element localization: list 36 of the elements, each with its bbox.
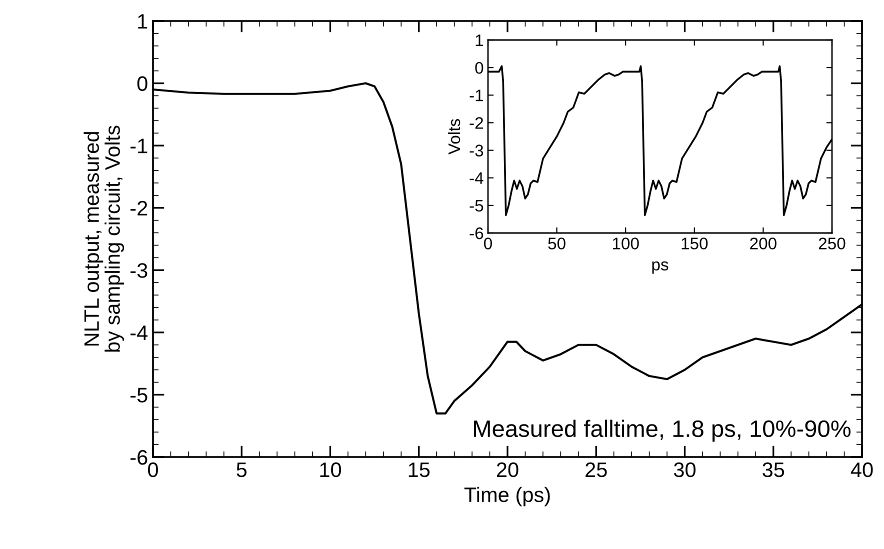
y-tick-label: -6 — [470, 227, 484, 240]
x-tick-label: 35 — [762, 462, 784, 478]
x-tick-label: 40 — [850, 462, 873, 478]
y-tick-label: 0 — [137, 76, 148, 92]
x-tick-label: 200 — [750, 238, 776, 250]
y-tick-label: -3 — [130, 263, 148, 278]
x-tick-label: 20 — [496, 462, 518, 478]
y-tick-label: -1 — [470, 90, 484, 102]
y-tick-label: -5 — [470, 200, 484, 212]
y-axis-title: Volts — [448, 119, 460, 154]
y-tick-label: -3 — [470, 144, 484, 156]
y-tick-label: 1 — [138, 14, 148, 29]
y-tick-label: -4 — [130, 326, 148, 340]
x-tick-label: 250 — [818, 238, 846, 250]
x-tick-label: 5 — [236, 462, 247, 478]
x-tick-label: 15 — [408, 462, 430, 478]
x-tick-label: 25 — [586, 462, 607, 478]
y-tick-label: -4 — [470, 172, 484, 184]
x-axis-title: Time (ps) — [464, 486, 550, 506]
x-tick-label: 150 — [682, 238, 708, 250]
y-tick-label: 0 — [475, 62, 484, 74]
x-tick-label: 100 — [612, 238, 639, 250]
x-tick-label: 50 — [548, 238, 566, 250]
x-tick-label: 10 — [320, 462, 342, 478]
y-tick-label: 1 — [476, 34, 484, 46]
x-tick-label: 0 — [148, 462, 158, 478]
y-tick-label: -5 — [130, 388, 148, 402]
x-tick-label: 0 — [484, 238, 492, 250]
y-tick-label: -1 — [130, 138, 148, 154]
y-tick-label: -2 — [470, 117, 483, 129]
annotation: Measured falltime, 1.8 ps, 10%-90% — [474, 420, 851, 442]
x-tick-label: 30 — [674, 462, 696, 478]
y-tick-label: -2 — [130, 200, 148, 216]
y-axis-title: NLTL output, measured by sampling circuit, Volts — [84, 126, 124, 352]
x-axis-title: ps — [652, 261, 668, 274]
y-tick-label: -6 — [130, 450, 148, 465]
